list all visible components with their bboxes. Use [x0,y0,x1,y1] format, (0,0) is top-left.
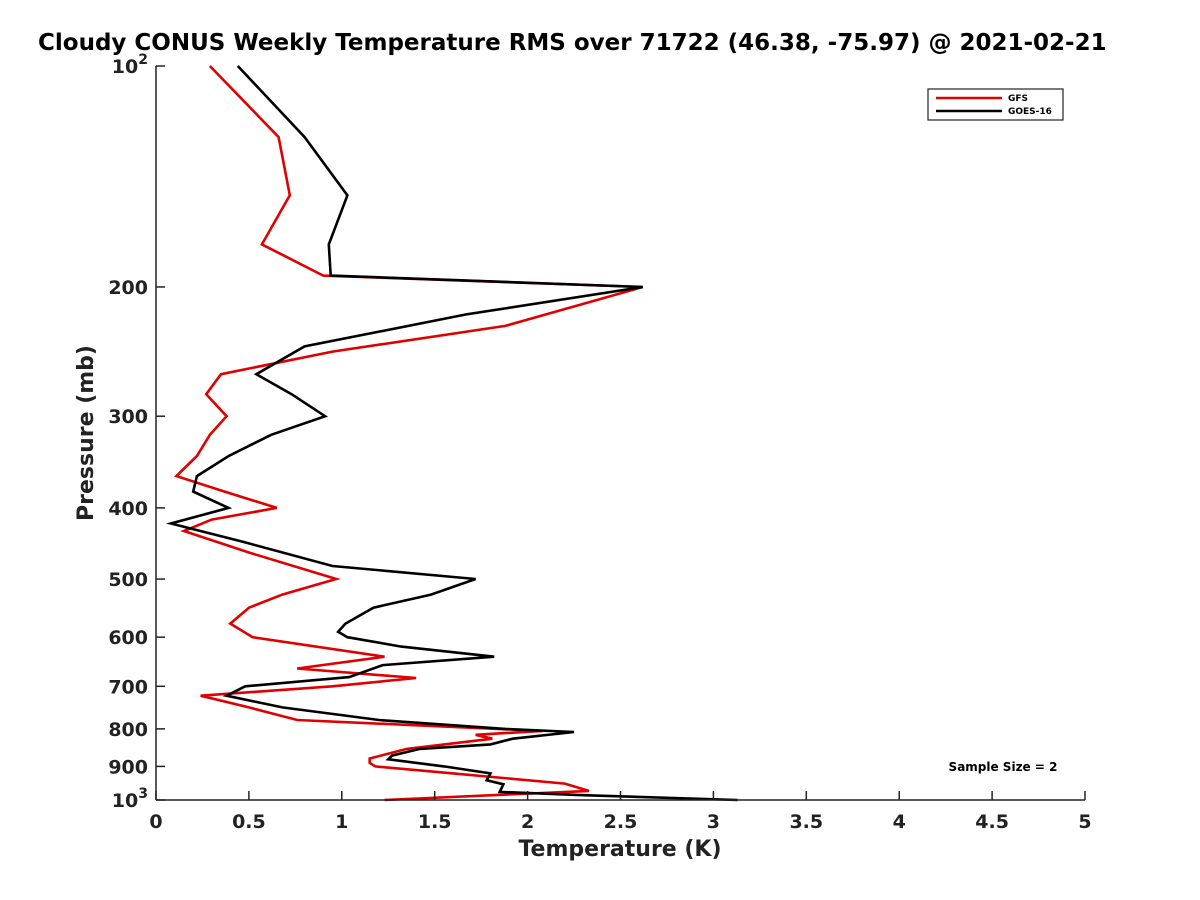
x-tick-label: 0 [149,811,162,833]
legend: GFS GOES-16 [927,88,1064,121]
y-tick-label: 400 [108,498,148,520]
x-tick-label: 3.5 [789,811,823,833]
x-tick-label: 5 [1078,811,1091,833]
chart-title: Cloudy CONUS Weekly Temperature RMS over… [38,30,1107,56]
y-tick-label: 200 [108,277,148,299]
y-tick-label: 103 [112,786,148,812]
y-tick-label: 600 [108,627,148,649]
x-tick-label: 2 [521,811,534,833]
y-tick-label: 800 [108,719,148,741]
legend-label: GFS [1008,94,1028,104]
axes-layer: 0 0.5 1 1.5 2 2.5 3 3.5 4 4.5 5 102 200 300 400 500 600 7… [108,52,1091,833]
y-tick-label: 300 [108,406,148,428]
y-tick-label: 102 [112,52,148,78]
y-tick-label: 700 [108,676,148,698]
x-tick-label: 2.5 [604,811,638,833]
y-tick-label: 500 [108,569,148,591]
x-tick-label: 0.5 [232,811,266,833]
x-tick-label: 4.5 [975,811,1009,833]
series-layer [165,65,738,802]
legend-label: GOES-16 [1008,107,1052,117]
x-tick-label: 3 [707,811,720,833]
sample-size-annotation: Sample Size = 2 [949,760,1058,774]
legend-box [927,88,1064,121]
x-tick-label: 1.5 [418,811,452,833]
x-tick-label: 1 [335,811,348,833]
y-tick-label: 900 [108,756,148,778]
y-axis-label: Pressure (mb) [74,345,99,521]
x-axis-label: Temperature (K) [518,837,721,862]
x-tick-label: 4 [893,811,906,833]
series-line-gfs [173,65,644,802]
series-line-goes-16 [165,65,738,802]
